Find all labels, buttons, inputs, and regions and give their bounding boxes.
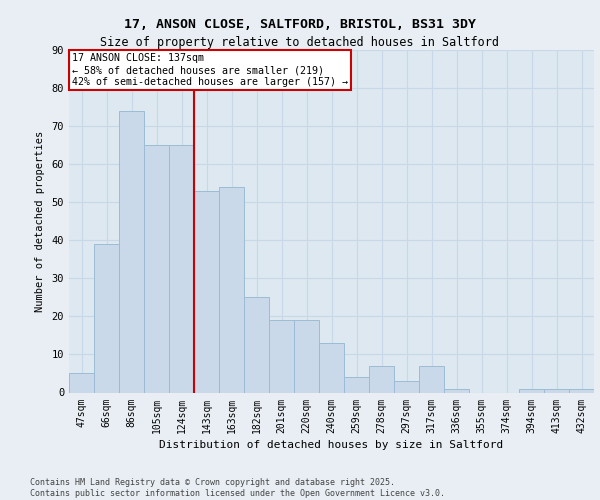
Bar — [94, 244, 119, 392]
Bar — [569, 388, 594, 392]
Bar — [269, 320, 294, 392]
Bar — [144, 145, 169, 392]
Y-axis label: Number of detached properties: Number of detached properties — [35, 130, 44, 312]
Text: Contains HM Land Registry data © Crown copyright and database right 2025.
Contai: Contains HM Land Registry data © Crown c… — [30, 478, 445, 498]
Bar — [69, 374, 94, 392]
Bar — [194, 191, 219, 392]
Bar — [319, 343, 344, 392]
Bar — [394, 381, 419, 392]
Bar — [244, 298, 269, 392]
Bar — [344, 378, 369, 392]
Bar — [119, 111, 144, 392]
Bar — [294, 320, 319, 392]
X-axis label: Distribution of detached houses by size in Saltford: Distribution of detached houses by size … — [160, 440, 503, 450]
Text: 17 ANSON CLOSE: 137sqm
← 58% of detached houses are smaller (219)
42% of semi-de: 17 ANSON CLOSE: 137sqm ← 58% of detached… — [71, 54, 347, 86]
Bar — [219, 187, 244, 392]
Text: 17, ANSON CLOSE, SALTFORD, BRISTOL, BS31 3DY: 17, ANSON CLOSE, SALTFORD, BRISTOL, BS31… — [124, 18, 476, 30]
Bar — [444, 388, 469, 392]
Text: Size of property relative to detached houses in Saltford: Size of property relative to detached ho… — [101, 36, 499, 49]
Bar — [369, 366, 394, 392]
Bar — [544, 388, 569, 392]
Bar — [419, 366, 444, 392]
Bar — [519, 388, 544, 392]
Bar — [169, 145, 194, 392]
